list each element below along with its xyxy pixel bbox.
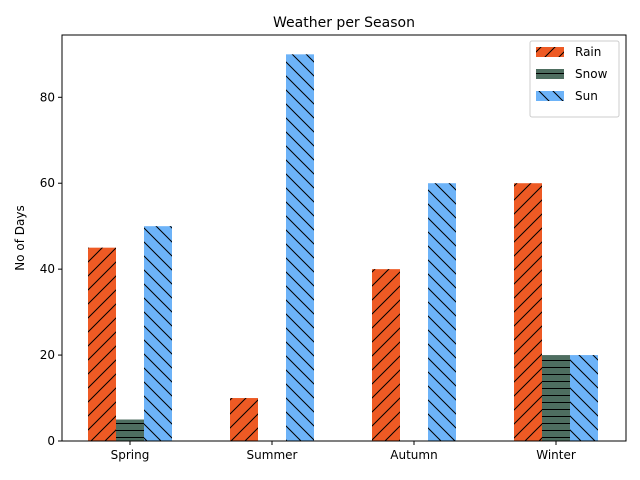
legend-label-sun: Sun xyxy=(575,89,598,103)
legend: Rain Snow Sun xyxy=(529,40,620,118)
bar-hatch-rain-spring xyxy=(88,247,116,441)
plot-frame xyxy=(61,34,627,442)
bars-group xyxy=(88,54,598,441)
bar-hatch-snow-winter xyxy=(542,355,570,441)
y-tick-label: 0 xyxy=(47,434,55,448)
x-tick-label: Winter xyxy=(536,448,576,462)
legend-label-rain: Rain xyxy=(575,45,601,59)
x-axis: Spring Summer Autumn Winter xyxy=(111,441,576,462)
legend-label-snow: Snow xyxy=(575,67,608,81)
bar-hatch-snow-spring xyxy=(116,419,144,441)
y-tick-label: 20 xyxy=(40,348,55,362)
x-tick-label: Summer xyxy=(247,448,298,462)
bar-hatch-sun-summer xyxy=(286,54,314,441)
y-tick-label: 60 xyxy=(40,176,55,190)
x-tick-label: Autumn xyxy=(390,448,437,462)
y-tick-label: 80 xyxy=(40,90,55,104)
legend-swatch-hatch-snow xyxy=(536,69,564,79)
y-axis-label: No of Days xyxy=(13,205,27,270)
y-axis: 0 20 40 60 80 xyxy=(40,90,62,448)
bar-hatch-rain-autumn xyxy=(372,269,400,441)
bar-hatch-rain-winter xyxy=(514,183,542,441)
y-tick-label: 40 xyxy=(40,262,55,276)
legend-swatch-hatch-sun xyxy=(536,91,564,101)
bar-hatch-rain-summer xyxy=(230,398,258,441)
bar-hatch-sun-autumn xyxy=(428,183,456,441)
bar-hatch-sun-spring xyxy=(144,226,172,441)
legend-swatch-hatch-rain xyxy=(536,47,564,57)
x-tick-label: Spring xyxy=(111,448,150,462)
chart-title: Weather per Season xyxy=(273,15,415,31)
bar-hatch-sun-winter xyxy=(570,355,598,441)
